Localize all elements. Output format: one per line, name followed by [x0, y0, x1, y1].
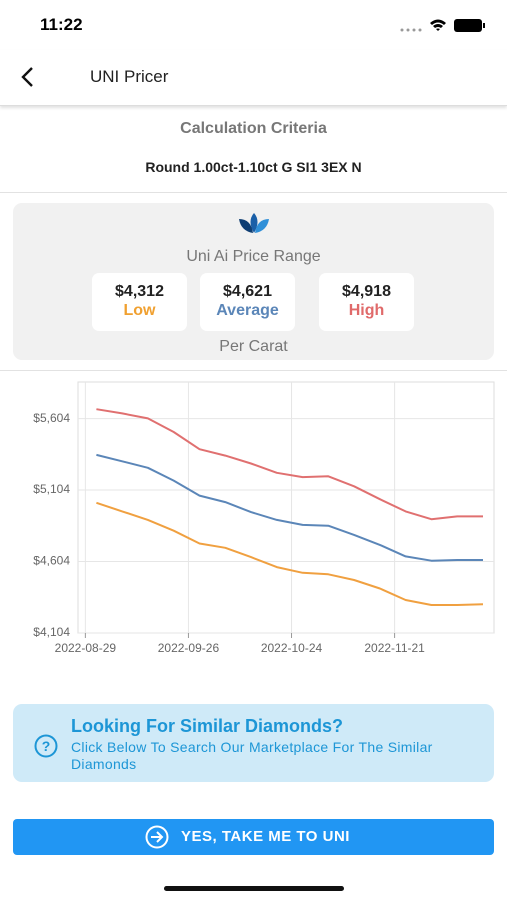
- banner-title: Looking For Similar Diamonds?: [71, 716, 344, 736]
- separator: [0, 192, 507, 193]
- y-tick-label: $5,104: [33, 482, 70, 496]
- x-tick-label: 2022-11-21: [364, 641, 425, 655]
- price: $4,918: [342, 283, 391, 300]
- series-line: [96, 408, 483, 521]
- price-box: $4,621 Average: [200, 273, 295, 331]
- logo: [239, 213, 269, 233]
- plot-frame: [77, 381, 495, 634]
- x-tick-label: 2022-08-29: [55, 641, 117, 655]
- x-tick-label: 2022-10-24: [261, 641, 323, 655]
- x-tick-label: 2022-09-26: [158, 641, 220, 655]
- price-range-footer: Per Carat: [219, 338, 288, 355]
- status-time: 11:22: [40, 15, 83, 34]
- y-tick-label: $5,604: [33, 411, 70, 425]
- cta-button[interactable]: YES, TAKE ME TO UNI: [13, 819, 494, 855]
- nav-title: UNI Pricer: [90, 67, 169, 86]
- price-label: Average: [216, 302, 279, 319]
- price-range-title: Uni Ai Price Range: [186, 248, 321, 265]
- svg-text:?: ?: [42, 738, 51, 754]
- chart: $4,104 $4,604 $5,104 $5,604 2022-08-29 2022-0…: [33, 381, 495, 655]
- price-box: $4,312 Low: [92, 273, 187, 331]
- button-label: YES, TAKE ME TO UNI: [181, 828, 350, 845]
- price-label: High: [348, 302, 385, 319]
- criteria-text: Round 1.00ct-1.10ct G SI1 3EX N: [145, 159, 362, 175]
- price-box: $4,918 High: [319, 273, 414, 331]
- banner-text: Click Below To Search Our Marketplace Fo…: [71, 739, 433, 772]
- series-line: [96, 501, 484, 606]
- price-card: Uni Ai Price Range $4,312 Low $4,621 Avera…: [13, 203, 494, 360]
- y-tick-label: $4,604: [33, 554, 70, 568]
- help-icon: ?: [34, 734, 58, 758]
- back-button[interactable]: [18, 66, 38, 88]
- arrow-icon: [145, 825, 169, 849]
- status-icons: [400, 19, 485, 32]
- series-line: [96, 453, 483, 562]
- price: $4,621: [223, 283, 272, 300]
- price: $4,312: [115, 283, 164, 300]
- home-indicator: [164, 886, 344, 891]
- separator: [0, 370, 507, 371]
- price-label: Low: [123, 302, 156, 319]
- y-tick-label: $4,104: [33, 625, 70, 639]
- nav-bar: UNI Pricer: [0, 50, 507, 106]
- criteria-heading: Calculation Criteria: [180, 120, 327, 137]
- banner[interactable]: ? Looking For Similar Diamonds? Click Be…: [13, 704, 494, 782]
